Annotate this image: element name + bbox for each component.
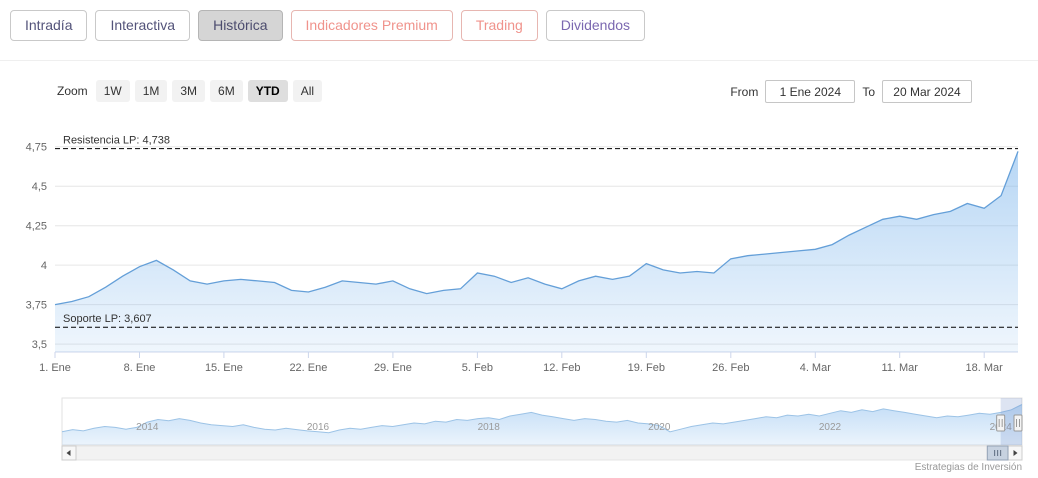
- left-arrow-icon: [66, 450, 71, 456]
- navigator-year-label: 2014: [136, 422, 159, 433]
- x-axis-label: 4. Mar: [800, 362, 832, 374]
- y-axis-label: 4,5: [32, 181, 47, 193]
- zoom-button-ytd[interactable]: YTD: [247, 80, 288, 102]
- tab-historica[interactable]: Histórica: [198, 10, 283, 42]
- x-axis-label: 5. Feb: [462, 362, 493, 374]
- header-divider: [0, 60, 1038, 61]
- zoom-button-all[interactable]: All: [292, 80, 323, 102]
- navigator-handle-right[interactable]: [1013, 414, 1023, 432]
- credit-text: Estrategias de Inversión: [914, 462, 1022, 473]
- from-date-input[interactable]: [765, 80, 856, 103]
- tab-bar: Intradía Interactiva Histórica Indicador…: [10, 10, 646, 42]
- x-axis-label: 26. Feb: [712, 362, 749, 374]
- tab-dividendos[interactable]: Dividendos: [545, 10, 646, 42]
- y-axis-label: 4,25: [26, 221, 47, 233]
- navigator-year-label: 2016: [307, 422, 330, 433]
- y-axis-label: 4: [41, 260, 47, 272]
- navigator-year-label: 2020: [648, 422, 671, 433]
- plot-line-label: Resistencia LP: 4,738: [63, 135, 170, 147]
- range-selector-zoom: Zoom 1W 1M 3M 6M YTD All: [57, 80, 323, 102]
- x-axis-label: 29. Ene: [374, 362, 412, 374]
- x-axis-label: 1. Ene: [39, 362, 71, 374]
- zoom-button-1w[interactable]: 1W: [95, 80, 130, 102]
- y-axis-label: 4,75: [26, 142, 47, 154]
- x-axis-label: 8. Ene: [124, 362, 156, 374]
- y-axis-label: 3,5: [32, 339, 47, 351]
- tab-intradia[interactable]: Intradía: [10, 10, 88, 42]
- x-axis-label: 19. Feb: [628, 362, 665, 374]
- x-axis-label: 22. Ene: [289, 362, 327, 374]
- navigator-year-label: 2022: [819, 422, 842, 433]
- y-axis-label: 3,75: [26, 300, 47, 312]
- zoom-button-1m[interactable]: 1M: [134, 80, 168, 102]
- x-axis-label: 12. Feb: [543, 362, 580, 374]
- navigator-year-label: 2018: [478, 422, 501, 433]
- navigator-line: [61, 404, 1023, 434]
- zoom-button-3m[interactable]: 3M: [172, 80, 206, 102]
- to-label: To: [862, 84, 875, 99]
- range-selector-dates: From To: [730, 80, 972, 103]
- scrollbar-track[interactable]: [75, 445, 1009, 461]
- x-axis-label: 15. Ene: [205, 362, 243, 374]
- navigator-handle-left[interactable]: [996, 414, 1006, 432]
- zoom-label: Zoom: [57, 84, 88, 98]
- scrollbar[interactable]: [61, 445, 1023, 461]
- navigator-selection[interactable]: [1000, 398, 1022, 445]
- price-area: [55, 151, 1018, 352]
- zoom-button-6m[interactable]: 6M: [210, 80, 243, 102]
- right-arrow-icon: [1013, 450, 1018, 456]
- navigator[interactable]: 201420162018202020222024: [61, 397, 1023, 446]
- x-axis-label: 11. Mar: [881, 362, 918, 374]
- tab-trading[interactable]: Trading: [460, 10, 538, 42]
- main-chart: 4,75 4,5 4,25 4 3,75 3,5 1. Ene 8. Ene 15. Ene 22…: [26, 135, 1019, 374]
- navigator-area: [62, 404, 1022, 445]
- x-axis-label: 18. Mar: [966, 362, 1004, 374]
- plot-line-label: Soporte LP: 3,607: [63, 313, 152, 325]
- to-date-input[interactable]: [882, 80, 972, 103]
- price-line: [54, 151, 1019, 306]
- tab-indicadores-premium[interactable]: Indicadores Premium: [290, 10, 453, 42]
- from-label: From: [730, 84, 759, 99]
- tab-interactiva[interactable]: Interactiva: [95, 10, 191, 42]
